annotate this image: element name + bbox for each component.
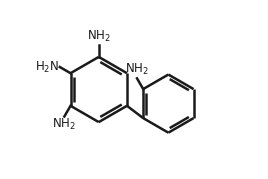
Text: H$_2$N: H$_2$N [35, 59, 59, 75]
Text: NH$_2$: NH$_2$ [87, 29, 111, 44]
Text: NH$_2$: NH$_2$ [125, 62, 149, 78]
Text: NH$_2$: NH$_2$ [53, 117, 76, 132]
